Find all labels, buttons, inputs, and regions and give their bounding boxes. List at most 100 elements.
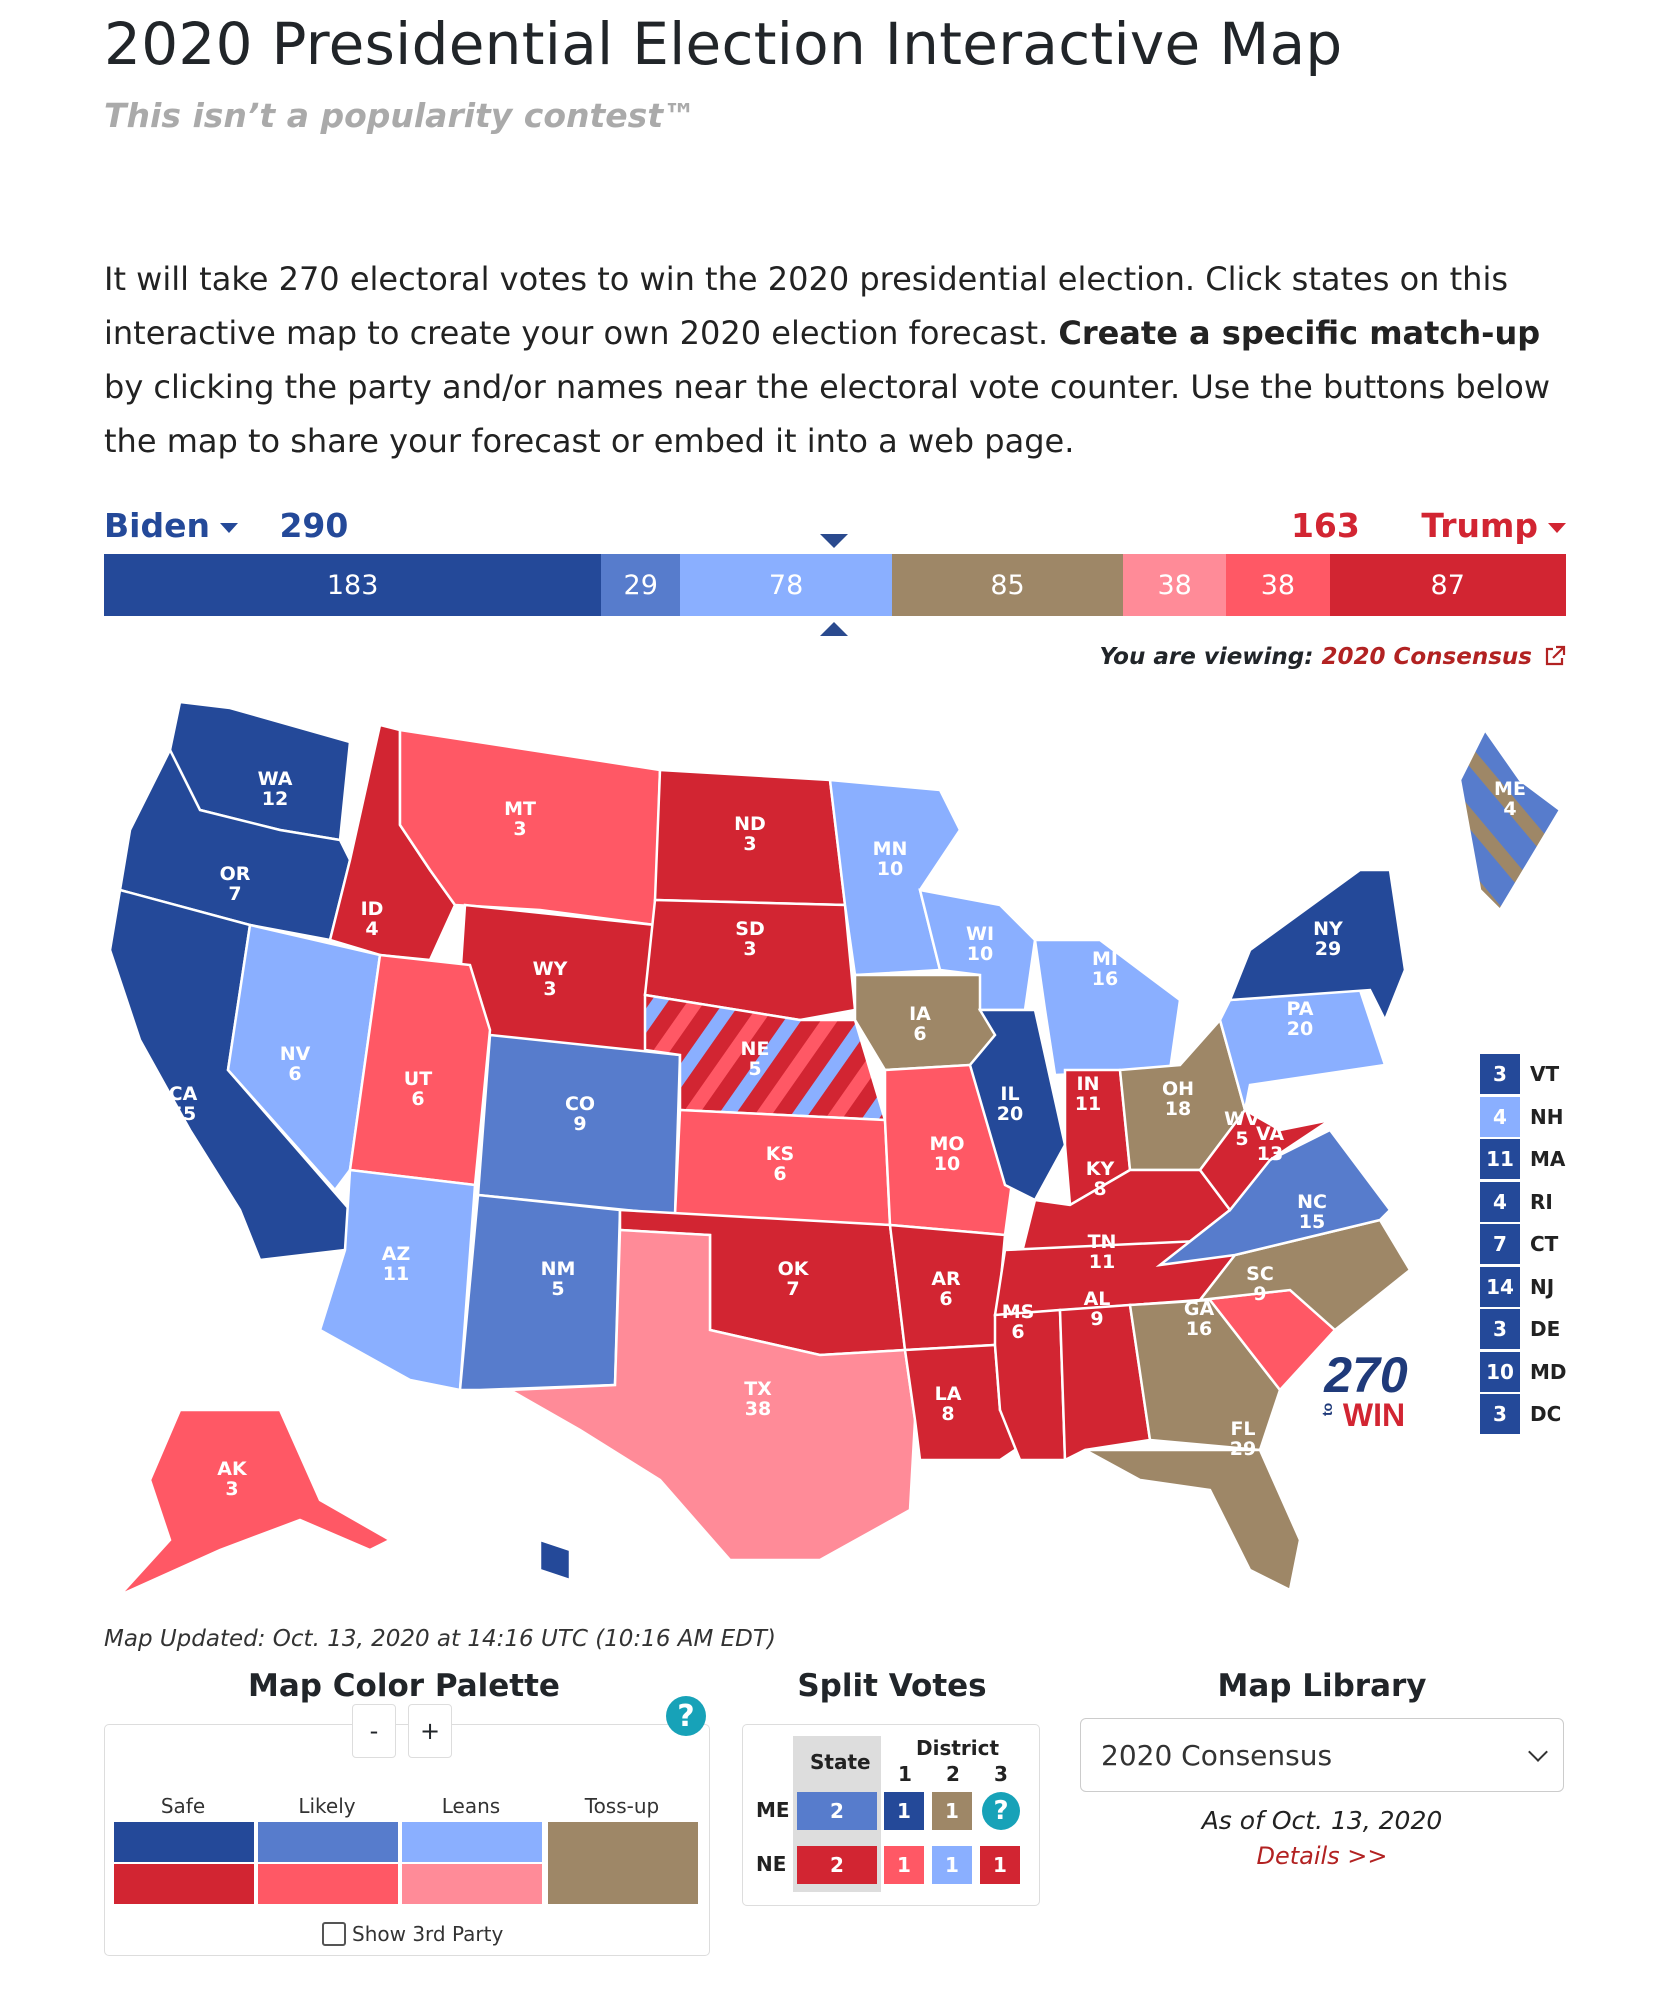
state-ev-hi: 4 (523, 1573, 536, 1595)
state-az[interactable] (318, 1168, 477, 1392)
palette-swatch-safe_r[interactable] (114, 1864, 254, 1904)
ne-district-1-cell[interactable]: 1 (884, 1846, 924, 1884)
small-state-ev-box[interactable]: 3 (1480, 1394, 1520, 1434)
state-ev-ne: 5 (748, 1058, 761, 1080)
state-ev-tn: 11 (1089, 1251, 1115, 1273)
palette-swatch-tossup[interactable] (548, 1822, 698, 1904)
ne-district-2-cell[interactable]: 1 (932, 1846, 972, 1884)
small-state-abbr: DE (1530, 1317, 1561, 1341)
state-ev-tx: 38 (745, 1398, 771, 1420)
intro-bold[interactable]: Create a specific match-up (1058, 314, 1541, 352)
small-state-ev-box[interactable]: 10 (1480, 1351, 1520, 1392)
intro-part2: by clicking the party and/or names near … (104, 368, 1551, 460)
split-row-ne-label: NE (756, 1852, 787, 1876)
map-library-select[interactable]: 2020 Consensus (1080, 1718, 1564, 1792)
viewing-info: You are viewing: 2020 Consensus (1099, 644, 1566, 670)
state-label-in: IN (1077, 1073, 1100, 1095)
state-tx[interactable] (505, 1228, 917, 1562)
state-ny[interactable] (1228, 868, 1407, 1024)
state-ev-va: 13 (1257, 1143, 1283, 1165)
external-link-icon[interactable] (1544, 645, 1566, 667)
state-label-oh: OH (1162, 1078, 1194, 1100)
me-district-2-cell[interactable]: 1 (932, 1792, 972, 1830)
state-label-hi: HI (519, 1553, 542, 1575)
palette-swatch-leans_d[interactable] (402, 1822, 542, 1862)
page-title: 2020 Presidential Election Interactive M… (104, 10, 1343, 78)
small-state-ev-box[interactable]: 3 (1480, 1054, 1520, 1094)
state-me[interactable] (1458, 727, 1562, 913)
viewing-map-link[interactable]: 2020 Consensus (1321, 644, 1532, 670)
district-1-header: 1 (898, 1762, 912, 1786)
state-hi[interactable] (538, 1538, 572, 1582)
left-caret-icon[interactable] (219, 522, 238, 533)
state-ev-me: 4 (1503, 798, 1516, 820)
palette-help-icon[interactable]: ? (666, 1696, 706, 1736)
map-library-selected: 2020 Consensus (1101, 1738, 1333, 1772)
me-district-3-help-icon[interactable]: ? (982, 1792, 1020, 1830)
palette-swatch-safe_d[interactable] (114, 1822, 254, 1862)
state-ev-or: 7 (228, 883, 241, 905)
ev-bar-segment-4: 38 (1123, 554, 1227, 616)
state-label-co: CO (565, 1093, 595, 1115)
small-state-ev-box[interactable]: 11 (1480, 1139, 1520, 1179)
me-district-1-cell[interactable]: 1 (884, 1792, 924, 1830)
state-label-nm: NM (541, 1258, 576, 1280)
state-label-pa: PA (1287, 998, 1314, 1020)
state-label-fl: FL (1230, 1418, 1255, 1440)
split-votes-title: Split Votes (797, 1668, 987, 1704)
state-label-ok: OK (778, 1258, 810, 1280)
state-al[interactable] (1058, 1303, 1152, 1462)
left-candidate-name[interactable]: Biden (104, 506, 210, 545)
state-ev-ga: 16 (1186, 1318, 1212, 1340)
state-ak[interactable] (119, 1408, 393, 1597)
map-updated-text: Map Updated: Oct. 13, 2020 at 14:16 UTC … (104, 1626, 776, 1652)
right-caret-icon[interactable] (1548, 522, 1566, 533)
state-ut[interactable] (348, 953, 492, 1187)
state-label-wi: WI (966, 923, 994, 945)
right-total: 163 (1290, 506, 1360, 545)
state-label-id: ID (361, 898, 384, 920)
270towin-logo: 270 to WIN (1316, 1347, 1416, 1434)
state-il[interactable] (968, 1008, 1067, 1202)
left-candidate[interactable]: Biden 290 (104, 506, 348, 545)
palette-swatch-likely_d[interactable] (258, 1822, 398, 1862)
small-state-ev-box[interactable]: 14 (1480, 1266, 1520, 1307)
state-fl[interactable] (1084, 1448, 1302, 1592)
right-candidate-name[interactable]: Trump (1421, 506, 1538, 545)
small-state-ev-box[interactable]: 3 (1480, 1309, 1520, 1349)
state-ev-nc: 15 (1299, 1211, 1325, 1233)
ev-bar-segment-0: 183 (104, 554, 602, 616)
palette-label-leans: Leans (441, 1794, 501, 1818)
small-state-abbr: RI (1530, 1189, 1553, 1214)
map-library-details-link[interactable]: Details >> (1256, 1842, 1388, 1870)
state-ga[interactable] (1128, 1298, 1282, 1452)
palette-swatch-likely_r[interactable] (258, 1864, 398, 1904)
electoral-vote-bar[interactable]: 183 29 78 85 38 38 87 (104, 554, 1566, 616)
palette-plus-button[interactable]: + (408, 1704, 452, 1758)
right-candidate[interactable]: 163 Trump (1291, 506, 1566, 545)
chevron-down-icon (1528, 1742, 1548, 1762)
checkbox-icon[interactable] (322, 1922, 346, 1946)
state-label-ne: NE (741, 1038, 770, 1060)
state-label-al: AL (1084, 1288, 1111, 1310)
state-label-ky: KY (1086, 1158, 1115, 1180)
small-state-ev-box[interactable]: 4 (1480, 1181, 1520, 1222)
ev-bar-segment-6: 87 (1329, 554, 1566, 616)
small-state-ev-box[interactable]: 4 (1480, 1096, 1520, 1137)
state-nm[interactable] (458, 1193, 622, 1392)
state-ev-az: 11 (383, 1263, 409, 1285)
ne-state-cell[interactable]: 2 (797, 1846, 877, 1884)
us-map[interactable]: WA12OR7CA55NV6ID4MT3WY3UT6AZ11CO9NM5ND3S… (100, 690, 1580, 1620)
state-ev-mi: 16 (1092, 968, 1118, 990)
small-state-ev-box[interactable]: 7 (1480, 1224, 1520, 1264)
me-state-cell[interactable]: 2 (797, 1792, 877, 1830)
palette-swatch-leans_r[interactable] (402, 1864, 542, 1904)
split-district-header: District (916, 1736, 1000, 1760)
show-third-party-checkbox[interactable]: Show 3rd Party (322, 1922, 503, 1946)
state-ev-sc: 9 (1253, 1283, 1266, 1305)
state-sd[interactable] (643, 898, 857, 1022)
state-nv[interactable] (226, 923, 382, 1192)
palette-minus-button[interactable]: - (352, 1704, 396, 1758)
state-label-wv: WV (1224, 1108, 1260, 1130)
ne-district-3-cell[interactable]: 1 (980, 1846, 1020, 1884)
